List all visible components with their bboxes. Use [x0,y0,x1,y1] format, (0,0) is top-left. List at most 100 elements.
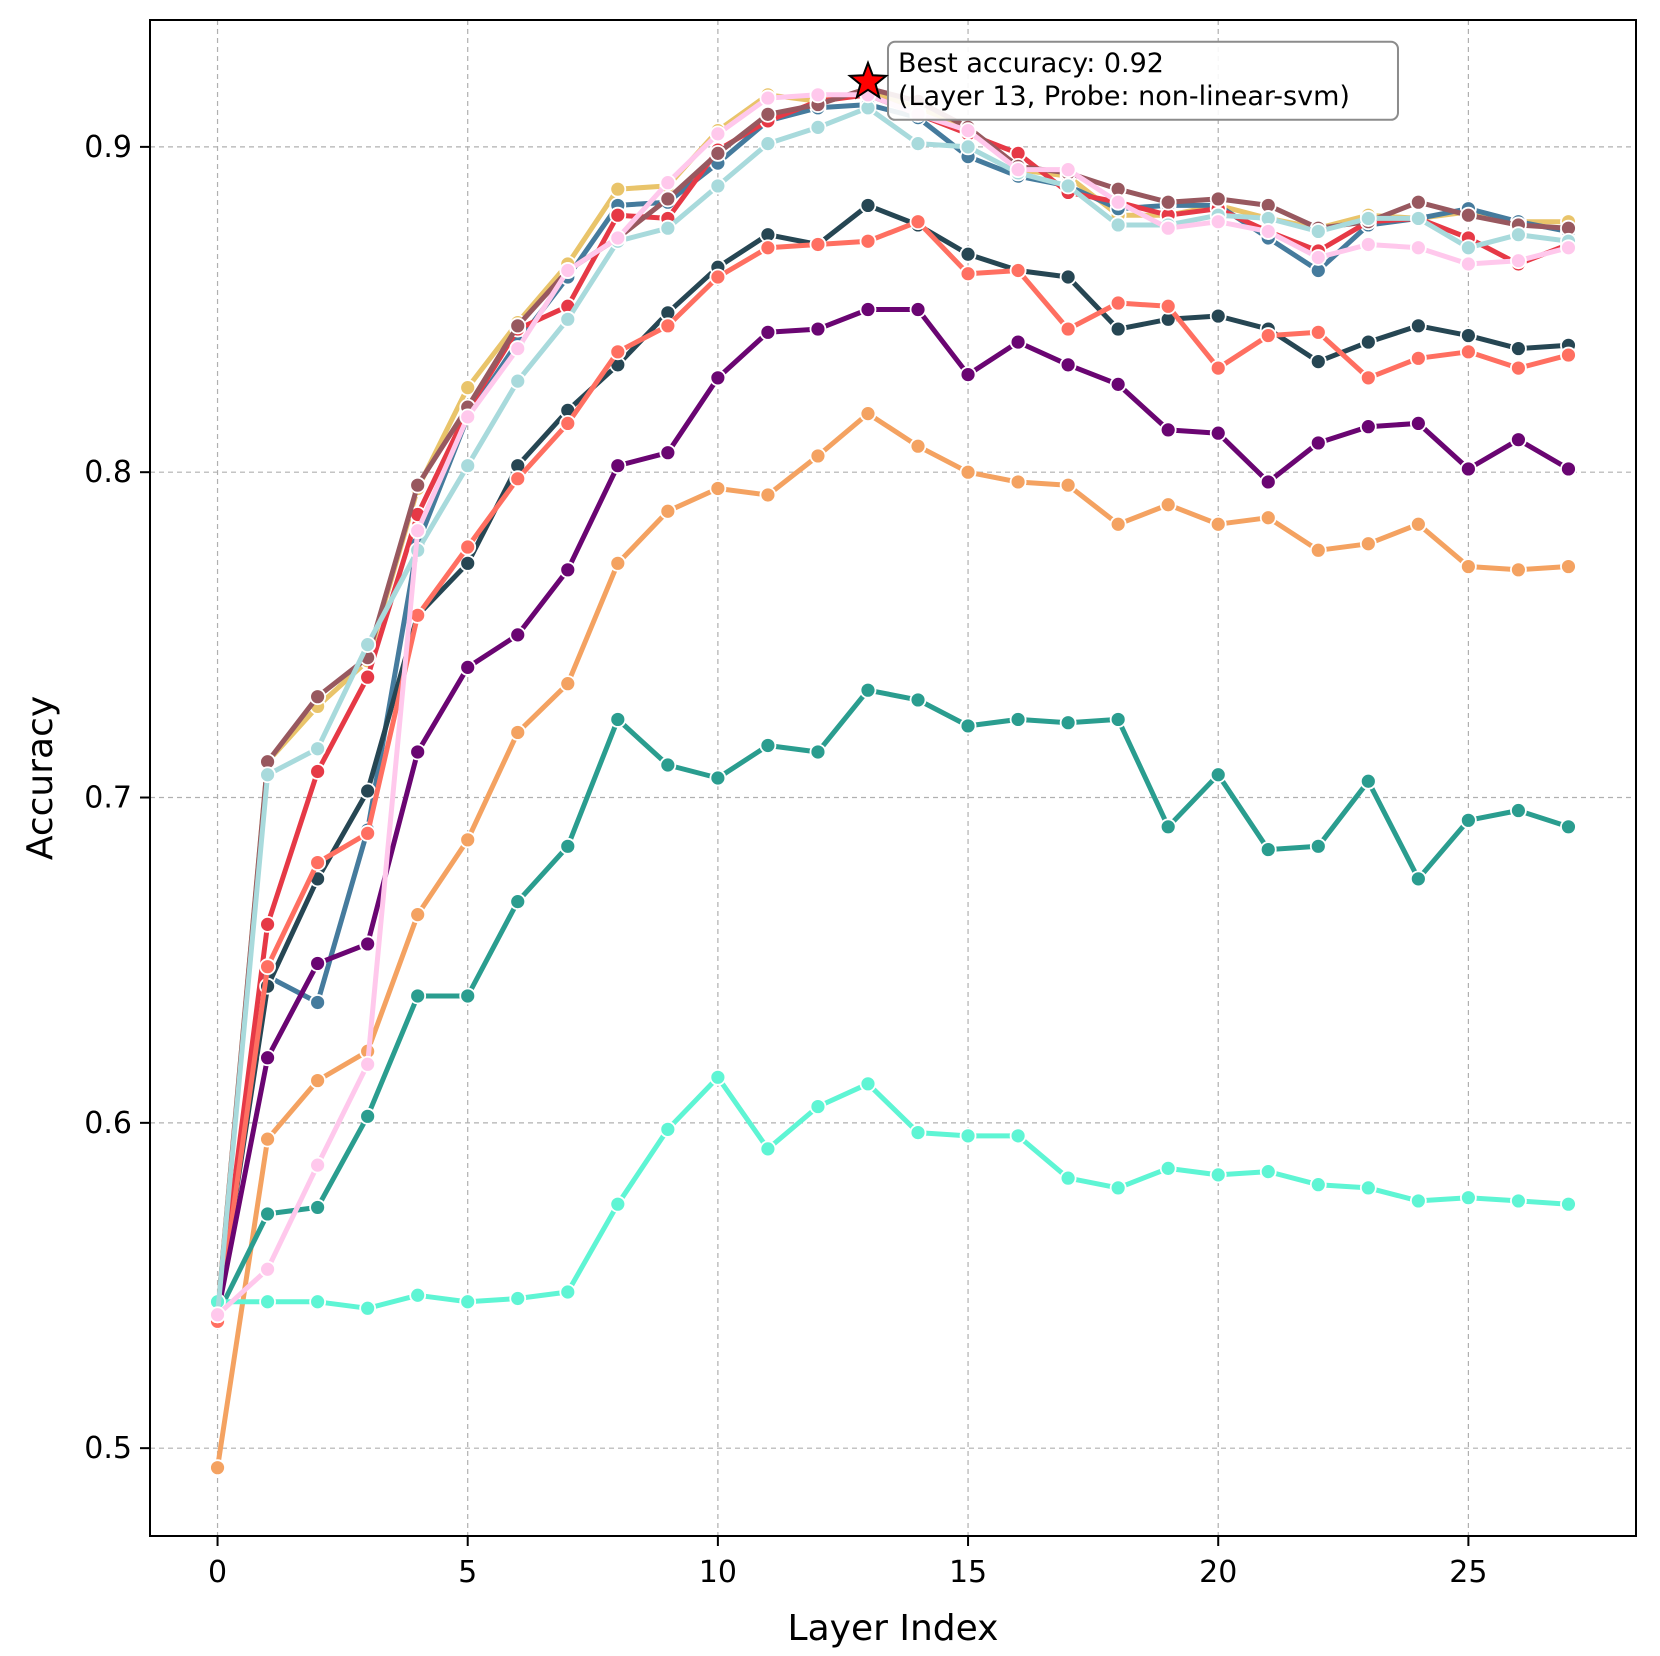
data-point [709,769,727,787]
data-point [1009,711,1027,728]
data-point [459,831,477,849]
data-point [709,177,727,195]
data-point [809,743,827,761]
data-point [659,219,677,237]
data-point [659,756,677,774]
data-point [359,824,377,842]
data-point [1159,193,1177,211]
data-point [409,522,427,540]
data-point [1409,193,1427,211]
data-point [909,213,927,231]
data-point [1109,320,1127,338]
data-point [259,915,276,933]
data-point [809,118,827,136]
data-point [459,658,477,676]
data-point [609,343,627,361]
data-point [509,372,527,390]
data-point [1309,223,1327,240]
data-point [309,1293,327,1311]
data-point [859,405,877,423]
data-point [609,229,627,247]
data-point [459,538,477,556]
data-point [959,265,977,283]
y-tick-label: 0.6 [84,1106,132,1141]
data-point [709,125,727,143]
data-point [1159,421,1177,439]
data-point [1309,434,1327,452]
data-point [459,408,477,426]
data-point [859,301,877,318]
data-point [1359,772,1377,790]
data-point [709,1068,727,1086]
data-point [1409,239,1427,257]
x-tick-label: 5 [458,1555,477,1590]
data-point [759,135,777,153]
data-point [459,987,477,1005]
data-point [859,197,877,214]
data-point [309,1072,327,1089]
data-point [559,414,577,432]
series-series-9 [209,681,1577,1324]
data-point [1459,1189,1477,1207]
data-point [1259,1163,1277,1181]
data-point [1459,811,1477,829]
data-point [309,763,327,780]
x-tick-label: 0 [208,1555,227,1590]
data-point [409,987,427,1005]
data-point [759,89,777,107]
data-point [1359,418,1377,436]
data-point [959,717,977,735]
data-point [709,144,727,162]
data-point [1510,431,1527,449]
data-point [959,463,977,481]
x-tick-label: 10 [699,1555,737,1590]
data-point [1109,711,1127,728]
data-point [1209,190,1227,208]
data-point [509,340,527,357]
axis-ticks: 0 5 10 15 20 25 0.5 0.6 0.7 0.8 0.9 [84,130,1487,1590]
data-point [1510,1192,1527,1210]
data-point [1359,210,1377,227]
series-line [215,411,1571,1471]
data-point [659,444,677,462]
data-point [1510,561,1527,579]
data-point [359,1107,377,1125]
data-point [1109,515,1127,533]
data-point [559,310,577,328]
data-point [1359,333,1377,351]
data-point [959,1127,977,1145]
data-point [959,122,977,140]
annotation-line-2: (Layer 13, Probe: non-linear-svm) [898,81,1350,112]
data-point [1359,236,1377,253]
data-point [1560,346,1577,364]
data-point [1510,226,1527,244]
data-point [909,1124,927,1142]
data-point [1409,317,1427,335]
data-point [1359,535,1377,553]
series-line [215,1074,1571,1311]
data-point [309,994,327,1011]
data-point [259,958,276,976]
data-point [609,180,627,198]
data-point [1459,327,1477,344]
data-point [1209,424,1227,442]
data-point [309,1199,327,1216]
data-point [359,935,377,953]
data-point [1409,870,1427,888]
data-point [1510,340,1527,357]
x-axis-label: Layer Index [788,1608,999,1649]
data-point [609,1195,627,1213]
data-point [1359,369,1377,387]
data-point [1059,714,1077,732]
data-point [809,236,827,253]
data-point [509,1290,527,1307]
data-point [359,1299,377,1317]
data-point [509,470,527,488]
data-point [809,86,827,104]
data-point [1409,210,1427,227]
data-point [559,1283,577,1301]
data-point [1009,1127,1027,1145]
data-point [1159,496,1177,514]
data-point [459,379,477,397]
